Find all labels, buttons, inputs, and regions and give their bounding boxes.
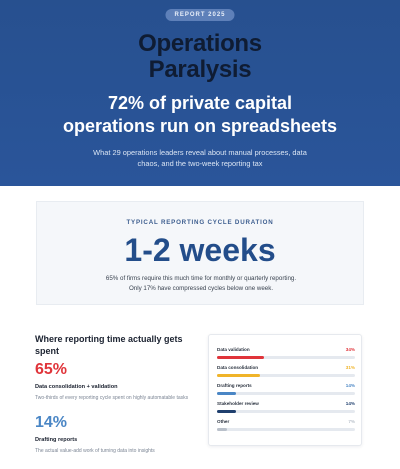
section-title-line1: Where reporting time actually gets <box>35 334 183 344</box>
breakdown-label: Data validation <box>217 347 250 352</box>
subhead-line1: What 29 operations leaders reveal about … <box>93 148 307 157</box>
breakdown-percent: 31% <box>345 365 355 370</box>
breakdown-row: Stakeholder review 14% <box>217 401 355 419</box>
metric-label-consolidation: Data consolidation + validation <box>35 384 118 390</box>
headline-line2: operations run on spreadsheets <box>62 116 338 136</box>
breakdown-track <box>217 356 355 359</box>
headline-line1: 72% of private capital <box>107 93 293 113</box>
reporting-cycle-card: TYPICAL REPORTING CYCLE DURATION 1-2 wee… <box>36 201 364 305</box>
breakdown-row: Other 7% <box>217 419 355 437</box>
breakdown-bar <box>217 356 264 359</box>
time-breakdown-panel: Data validation 34% Data consolidation 3… <box>208 334 362 446</box>
breakdown-percent: 34% <box>345 347 355 352</box>
breakdown-track <box>217 392 355 395</box>
stat-eyebrow: TYPICAL REPORTING CYCLE DURATION <box>126 219 274 226</box>
breakdown-track <box>217 428 355 431</box>
subhead: What 29 operations leaders reveal about … <box>80 147 320 169</box>
brand-title-line1: Operations <box>138 30 262 57</box>
stat-note: 65% of firms require this much time for … <box>77 274 325 294</box>
brand-title: Operations Paralysis <box>0 31 400 83</box>
section-title-line2: spent <box>35 346 60 356</box>
breakdown-track <box>217 374 355 377</box>
stat-value: 1-2 weeks <box>124 232 276 268</box>
breakdown-bar <box>217 374 260 377</box>
breakdown-label: Stakeholder review <box>217 401 259 406</box>
breakdown-row: Drafting reports 14% <box>217 383 355 401</box>
breakdown-label: Other <box>217 419 230 424</box>
subhead-line2: chaos, and the two-week reporting tax <box>137 159 263 168</box>
metric-desc-consolidation: Two-thirds of every reporting cycle spen… <box>35 395 189 401</box>
breakdown-label: Drafting reports <box>217 383 252 388</box>
metric-value-consolidation: 65% <box>35 361 68 378</box>
section-title: Where reporting time actually gets spent <box>35 333 195 357</box>
breakdown-row: Data consolidation 31% <box>217 365 355 383</box>
breakdown-bar <box>217 392 237 395</box>
breakdown-percent: 14% <box>345 383 355 388</box>
report-badge: REPORT 2025 <box>165 9 235 21</box>
breakdown-row: Data validation 34% <box>217 347 355 365</box>
metric-value-drafting: 14% <box>35 414 68 431</box>
brand-title-line2: Paralysis <box>148 56 252 83</box>
metric-desc-drafting: The actual value-add work of turning dat… <box>35 448 155 454</box>
stat-note-line2: Only 17% have compressed cycles below on… <box>128 285 274 292</box>
breakdown-percent: 7% <box>348 419 355 424</box>
metric-label-drafting: Drafting reports <box>35 437 78 443</box>
breakdown-label: Data consolidation <box>217 365 259 370</box>
headline: 72% of private capital operations run on… <box>0 92 400 138</box>
stat-note-line1: 65% of firms require this much time for … <box>105 275 297 282</box>
breakdown-percent: 14% <box>345 401 355 406</box>
breakdown-bar <box>217 410 237 413</box>
breakdown-bar <box>217 428 227 431</box>
breakdown-track <box>217 410 355 413</box>
hero-banner: REPORT 2025 Operations Paralysis 72% of … <box>0 0 400 186</box>
